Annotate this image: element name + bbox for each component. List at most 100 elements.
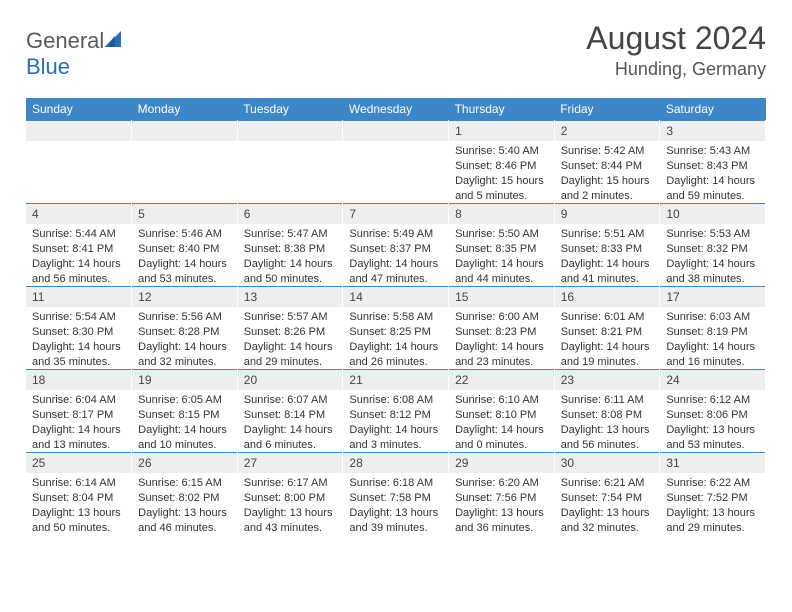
day-body: Sunrise: 6:01 AMSunset: 8:21 PMDaylight:… xyxy=(555,307,660,369)
daylight-text: Daylight: 14 hours and 53 minutes. xyxy=(138,257,231,287)
calendar-cell: 28Sunrise: 6:18 AMSunset: 7:58 PMDayligh… xyxy=(343,452,449,535)
sunset-text: Sunset: 8:38 PM xyxy=(244,242,337,257)
day-body: Sunrise: 6:11 AMSunset: 8:08 PMDaylight:… xyxy=(555,390,660,452)
day-body xyxy=(26,141,131,203)
daylight-text: Daylight: 14 hours and 29 minutes. xyxy=(244,340,337,370)
calendar-cell: 23Sunrise: 6:11 AMSunset: 8:08 PMDayligh… xyxy=(554,369,660,452)
daylight-text: Daylight: 14 hours and 59 minutes. xyxy=(666,174,759,204)
dow-header: Sunday xyxy=(26,98,132,120)
sunset-text: Sunset: 8:02 PM xyxy=(138,491,231,506)
sunrise-text: Sunrise: 5:42 AM xyxy=(561,144,654,159)
day-body: Sunrise: 6:08 AMSunset: 8:12 PMDaylight:… xyxy=(343,390,448,452)
calendar-cell: 26Sunrise: 6:15 AMSunset: 8:02 PMDayligh… xyxy=(132,452,238,535)
sunset-text: Sunset: 8:10 PM xyxy=(455,408,548,423)
daylight-text: Daylight: 14 hours and 13 minutes. xyxy=(32,423,125,453)
day-number: 19 xyxy=(132,369,237,390)
sunrise-text: Sunrise: 6:21 AM xyxy=(561,476,654,491)
header: GeneralBlue August 2024 Hunding, Germany xyxy=(26,20,766,80)
day-number xyxy=(238,120,343,141)
dow-header: Wednesday xyxy=(343,98,449,120)
calendar-head: SundayMondayTuesdayWednesdayThursdayFrid… xyxy=(26,98,766,120)
sunset-text: Sunset: 8:14 PM xyxy=(244,408,337,423)
sunrise-text: Sunrise: 6:04 AM xyxy=(32,393,125,408)
day-body: Sunrise: 5:53 AMSunset: 8:32 PMDaylight:… xyxy=(660,224,765,286)
calendar-cell xyxy=(132,120,238,203)
calendar-week: 11Sunrise: 5:54 AMSunset: 8:30 PMDayligh… xyxy=(26,286,766,369)
sunset-text: Sunset: 8:04 PM xyxy=(32,491,125,506)
day-number: 4 xyxy=(26,203,131,224)
day-body: Sunrise: 6:20 AMSunset: 7:56 PMDaylight:… xyxy=(449,473,554,535)
day-number: 9 xyxy=(555,203,660,224)
calendar-cell: 19Sunrise: 6:05 AMSunset: 8:15 PMDayligh… xyxy=(132,369,238,452)
day-number: 10 xyxy=(660,203,765,224)
sunrise-text: Sunrise: 5:57 AM xyxy=(244,310,337,325)
sunset-text: Sunset: 8:08 PM xyxy=(561,408,654,423)
sunset-text: Sunset: 8:32 PM xyxy=(666,242,759,257)
sunset-text: Sunset: 8:21 PM xyxy=(561,325,654,340)
calendar-cell: 3Sunrise: 5:43 AMSunset: 8:43 PMDaylight… xyxy=(660,120,766,203)
sunset-text: Sunset: 8:33 PM xyxy=(561,242,654,257)
sunset-text: Sunset: 8:26 PM xyxy=(244,325,337,340)
sunset-text: Sunset: 7:56 PM xyxy=(455,491,548,506)
sunrise-text: Sunrise: 5:40 AM xyxy=(455,144,548,159)
sunrise-text: Sunrise: 6:11 AM xyxy=(561,393,654,408)
calendar-cell: 31Sunrise: 6:22 AMSunset: 7:52 PMDayligh… xyxy=(660,452,766,535)
daylight-text: Daylight: 14 hours and 41 minutes. xyxy=(561,257,654,287)
calendar-cell: 27Sunrise: 6:17 AMSunset: 8:00 PMDayligh… xyxy=(237,452,343,535)
page-subtitle: Hunding, Germany xyxy=(586,59,766,80)
calendar-cell: 24Sunrise: 6:12 AMSunset: 8:06 PMDayligh… xyxy=(660,369,766,452)
dow-header: Friday xyxy=(554,98,660,120)
sunset-text: Sunset: 8:40 PM xyxy=(138,242,231,257)
day-number: 30 xyxy=(555,452,660,473)
day-number: 20 xyxy=(238,369,343,390)
day-number: 2 xyxy=(555,120,660,141)
sunset-text: Sunset: 8:28 PM xyxy=(138,325,231,340)
calendar-cell: 11Sunrise: 5:54 AMSunset: 8:30 PMDayligh… xyxy=(26,286,132,369)
calendar-cell xyxy=(26,120,132,203)
daylight-text: Daylight: 14 hours and 6 minutes. xyxy=(244,423,337,453)
daylight-text: Daylight: 13 hours and 36 minutes. xyxy=(455,506,548,536)
day-body: Sunrise: 5:40 AMSunset: 8:46 PMDaylight:… xyxy=(449,141,554,203)
calendar-week: 1Sunrise: 5:40 AMSunset: 8:46 PMDaylight… xyxy=(26,120,766,203)
day-number: 25 xyxy=(26,452,131,473)
calendar-cell: 1Sunrise: 5:40 AMSunset: 8:46 PMDaylight… xyxy=(449,120,555,203)
day-body xyxy=(343,141,448,203)
daylight-text: Daylight: 14 hours and 19 minutes. xyxy=(561,340,654,370)
calendar-cell: 29Sunrise: 6:20 AMSunset: 7:56 PMDayligh… xyxy=(449,452,555,535)
calendar-cell: 5Sunrise: 5:46 AMSunset: 8:40 PMDaylight… xyxy=(132,203,238,286)
sunrise-text: Sunrise: 5:44 AM xyxy=(32,227,125,242)
sunrise-text: Sunrise: 6:00 AM xyxy=(455,310,548,325)
sunrise-text: Sunrise: 5:49 AM xyxy=(349,227,442,242)
sail-icon xyxy=(104,28,126,54)
day-number: 26 xyxy=(132,452,237,473)
day-body: Sunrise: 5:47 AMSunset: 8:38 PMDaylight:… xyxy=(238,224,343,286)
day-number: 1 xyxy=(449,120,554,141)
calendar-cell: 4Sunrise: 5:44 AMSunset: 8:41 PMDaylight… xyxy=(26,203,132,286)
daylight-text: Daylight: 14 hours and 26 minutes. xyxy=(349,340,442,370)
sunset-text: Sunset: 8:19 PM xyxy=(666,325,759,340)
daylight-text: Daylight: 13 hours and 39 minutes. xyxy=(349,506,442,536)
day-number: 31 xyxy=(660,452,765,473)
sunrise-text: Sunrise: 5:54 AM xyxy=(32,310,125,325)
sunrise-text: Sunrise: 5:46 AM xyxy=(138,227,231,242)
sunset-text: Sunset: 8:43 PM xyxy=(666,159,759,174)
dow-header: Thursday xyxy=(449,98,555,120)
sunrise-text: Sunrise: 5:43 AM xyxy=(666,144,759,159)
day-body: Sunrise: 6:05 AMSunset: 8:15 PMDaylight:… xyxy=(132,390,237,452)
calendar-cell: 2Sunrise: 5:42 AMSunset: 8:44 PMDaylight… xyxy=(554,120,660,203)
day-body: Sunrise: 5:46 AMSunset: 8:40 PMDaylight:… xyxy=(132,224,237,286)
day-body: Sunrise: 6:12 AMSunset: 8:06 PMDaylight:… xyxy=(660,390,765,452)
day-body: Sunrise: 6:03 AMSunset: 8:19 PMDaylight:… xyxy=(660,307,765,369)
sunrise-text: Sunrise: 6:22 AM xyxy=(666,476,759,491)
day-number: 24 xyxy=(660,369,765,390)
calendar-cell: 17Sunrise: 6:03 AMSunset: 8:19 PMDayligh… xyxy=(660,286,766,369)
day-number: 23 xyxy=(555,369,660,390)
daylight-text: Daylight: 14 hours and 50 minutes. xyxy=(244,257,337,287)
daylight-text: Daylight: 14 hours and 32 minutes. xyxy=(138,340,231,370)
day-number: 27 xyxy=(238,452,343,473)
day-body: Sunrise: 6:15 AMSunset: 8:02 PMDaylight:… xyxy=(132,473,237,535)
day-body: Sunrise: 6:22 AMSunset: 7:52 PMDaylight:… xyxy=(660,473,765,535)
calendar-cell: 18Sunrise: 6:04 AMSunset: 8:17 PMDayligh… xyxy=(26,369,132,452)
daylight-text: Daylight: 14 hours and 3 minutes. xyxy=(349,423,442,453)
sunrise-text: Sunrise: 6:08 AM xyxy=(349,393,442,408)
